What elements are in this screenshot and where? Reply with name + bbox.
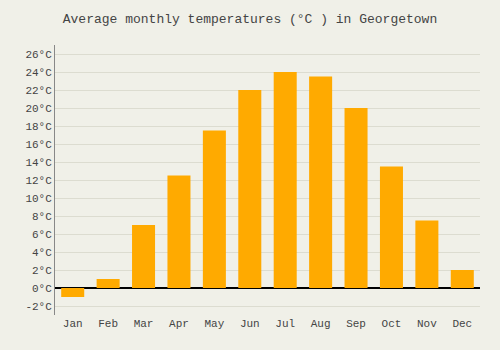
- svg-text:22°C: 22°C: [25, 85, 52, 97]
- svg-text:Nov: Nov: [417, 318, 437, 330]
- svg-text:24°C: 24°C: [25, 67, 52, 79]
- svg-text:Mar: Mar: [134, 318, 154, 330]
- svg-text:Sep: Sep: [346, 318, 366, 330]
- svg-text:2°C: 2°C: [32, 265, 52, 277]
- svg-text:Dec: Dec: [452, 318, 472, 330]
- svg-text:16°C: 16°C: [25, 139, 52, 151]
- svg-text:0°C: 0°C: [32, 283, 52, 295]
- svg-text:Oct: Oct: [382, 318, 402, 330]
- svg-text:12°C: 12°C: [25, 175, 52, 187]
- svg-text:Jul: Jul: [275, 318, 295, 330]
- svg-text:14°C: 14°C: [25, 157, 52, 169]
- svg-text:18°C: 18°C: [25, 121, 52, 133]
- svg-text:8°C: 8°C: [32, 211, 52, 223]
- svg-text:4°C: 4°C: [32, 247, 52, 259]
- svg-text:Feb: Feb: [98, 318, 118, 330]
- svg-text:May: May: [204, 318, 224, 330]
- svg-text:6°C: 6°C: [32, 229, 52, 241]
- svg-text:10°C: 10°C: [25, 193, 52, 205]
- svg-text:-2°C: -2°C: [25, 301, 52, 313]
- svg-text:Aug: Aug: [311, 318, 331, 330]
- svg-text:26°C: 26°C: [25, 49, 52, 61]
- svg-text:Apr: Apr: [169, 318, 189, 330]
- svg-text:20°C: 20°C: [25, 103, 52, 115]
- svg-text:Jan: Jan: [63, 318, 83, 330]
- svg-text:Jun: Jun: [240, 318, 260, 330]
- svg-text:Average monthly temperatures (: Average monthly temperatures (°C ) in Ge…: [63, 12, 437, 27]
